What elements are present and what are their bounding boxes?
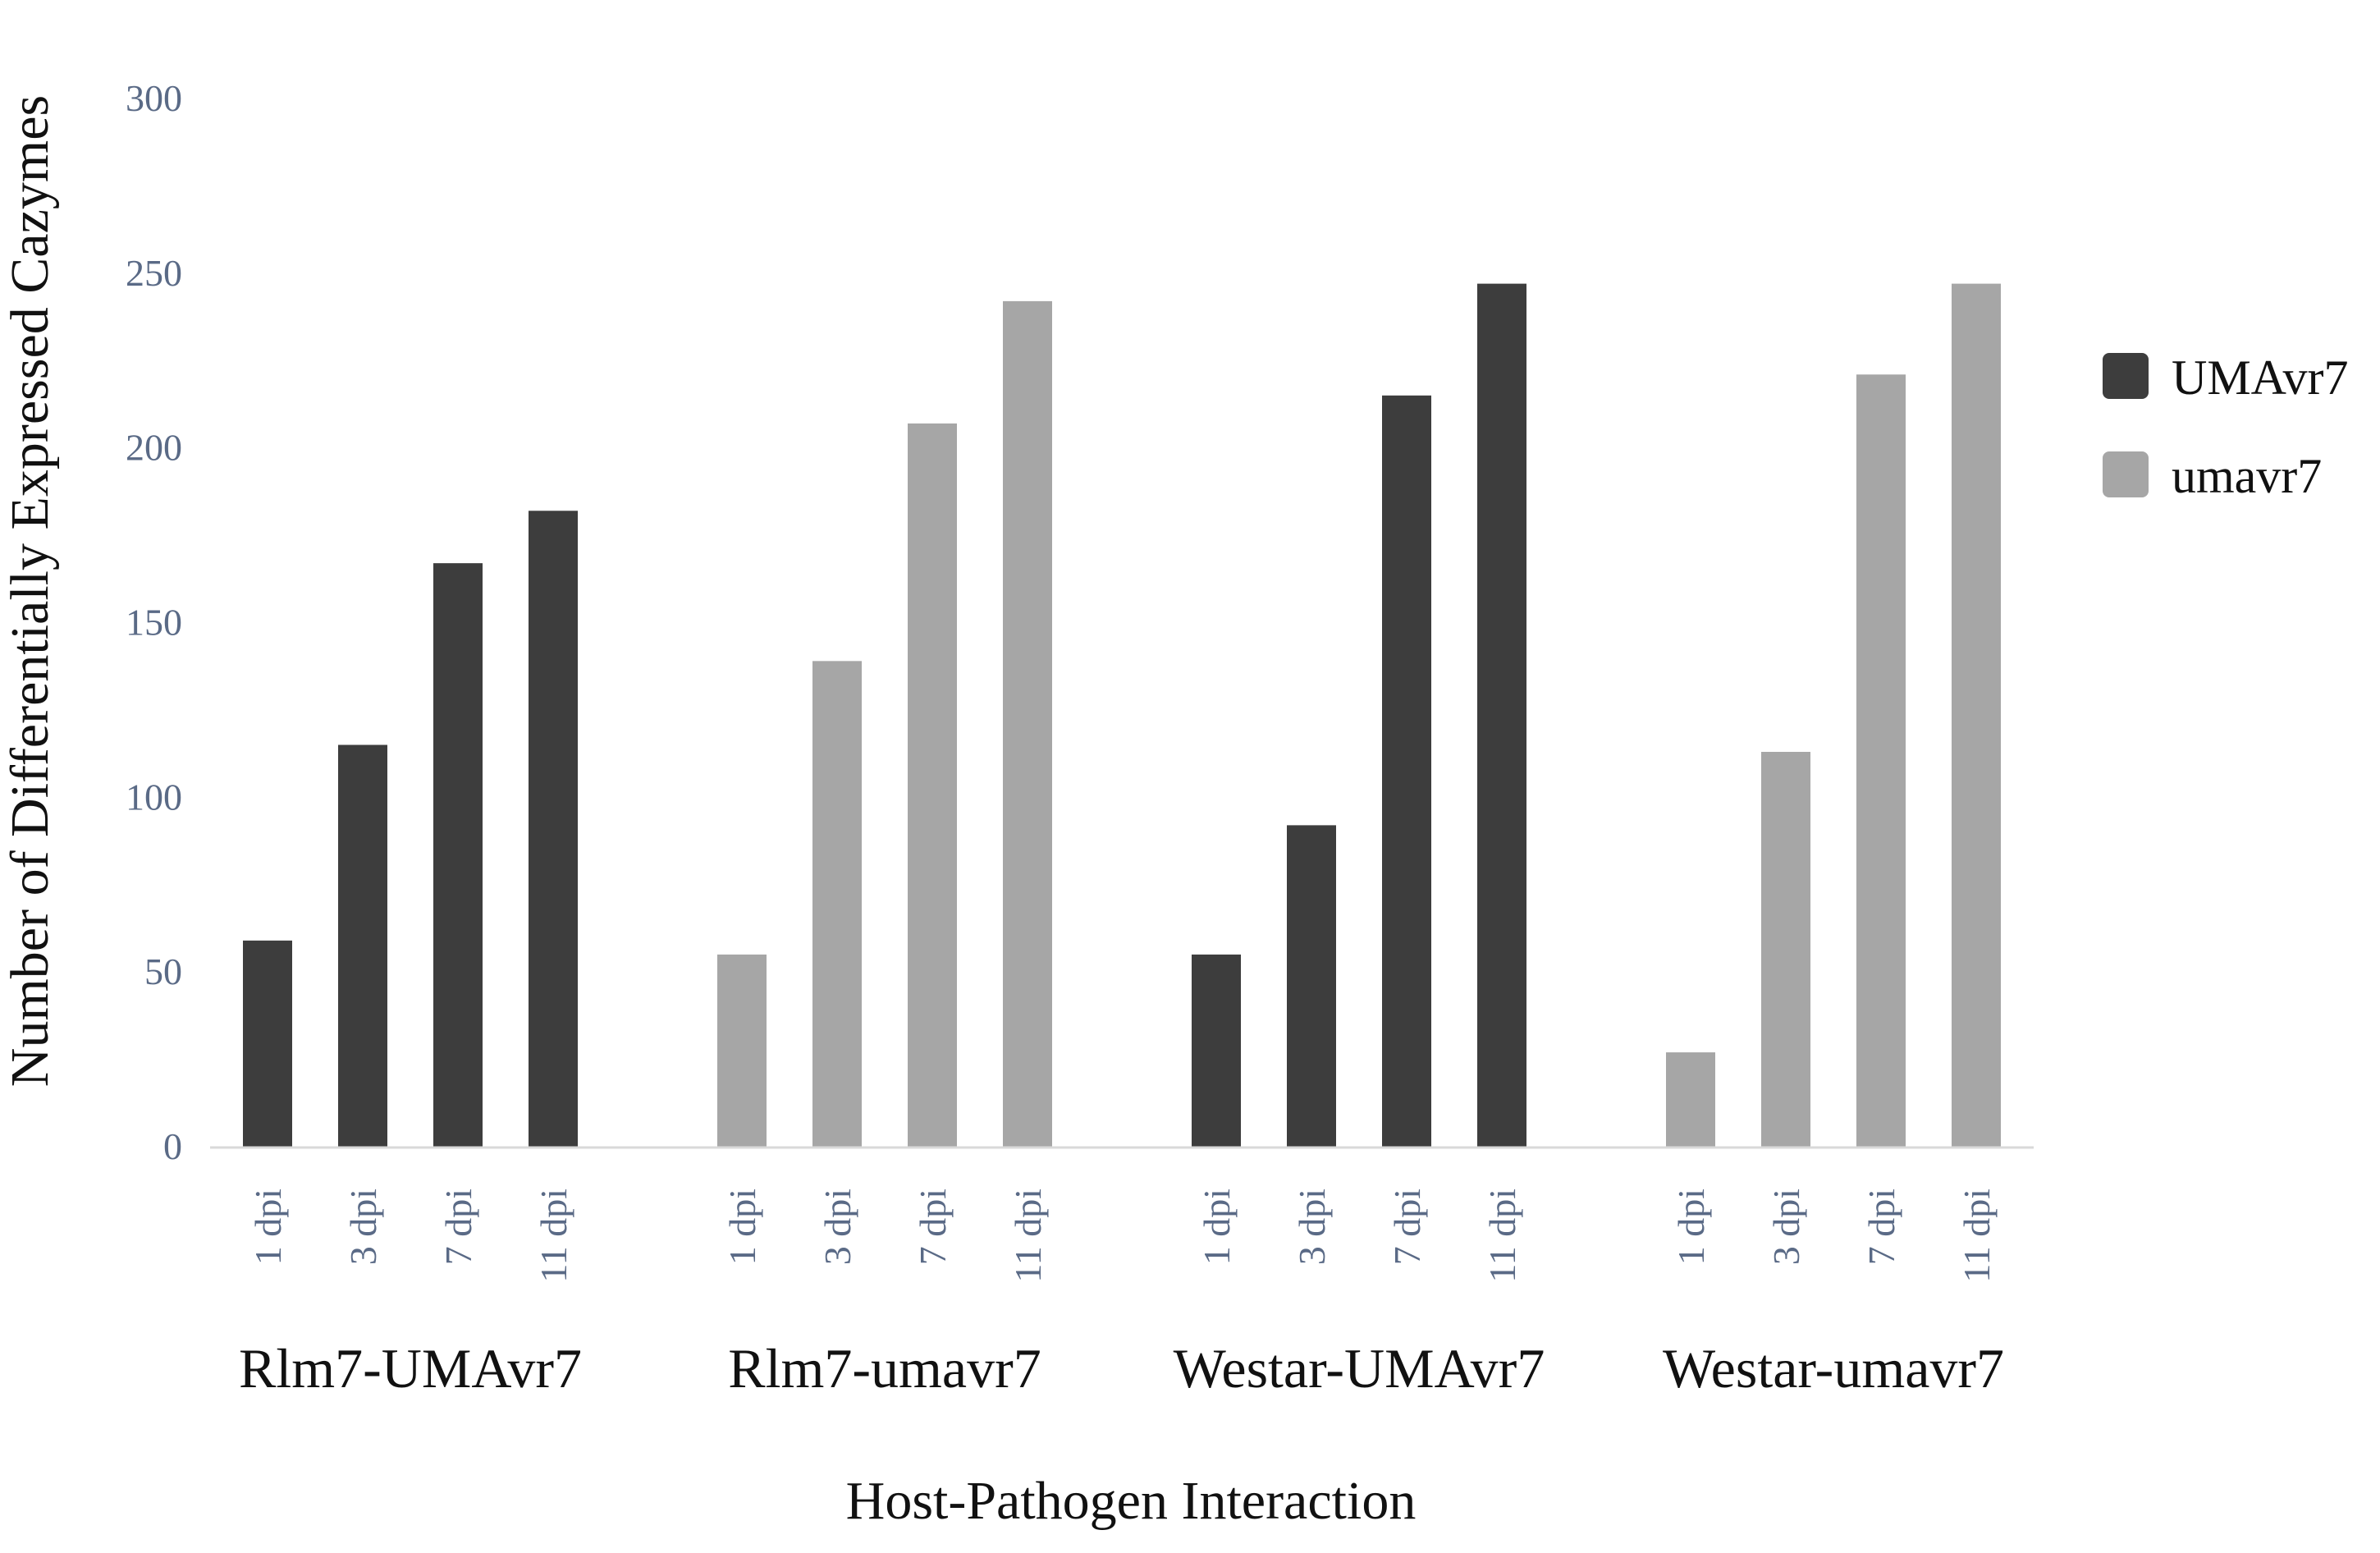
legend-swatch	[2103, 353, 2149, 399]
x-tick-label: 7 dpi	[912, 1189, 954, 1265]
bar	[1666, 1052, 1715, 1147]
y-tick-label: 0	[163, 1125, 182, 1167]
x-tick-label: 3 dpi	[1291, 1189, 1333, 1265]
x-tick-label: 11 dpi	[1007, 1189, 1049, 1283]
x-axis-title: Host-Pathogen Interaction	[846, 1471, 1417, 1531]
bar	[1477, 283, 1526, 1148]
x-tick-label: 1 dpi	[1670, 1189, 1712, 1265]
y-tick-label: 200	[126, 427, 182, 469]
bar	[908, 423, 957, 1147]
bar	[433, 563, 483, 1147]
x-tick-label: 3 dpi	[342, 1189, 384, 1265]
group-label: Westar-UMAvr7	[1174, 1337, 1545, 1400]
x-tick-label: 11 dpi	[1956, 1189, 1998, 1283]
legend-label: umavr7	[2172, 449, 2322, 503]
bars	[243, 283, 2001, 1148]
legend-label: UMAvr7	[2172, 350, 2349, 405]
bar	[1761, 751, 1810, 1147]
x-axis-ticks: 1 dpi 3 dpi 7 dpi 11 dpi 1 dpi 3 dpi 7 dpi 11 d…	[247, 1189, 1998, 1283]
bar	[1287, 825, 1336, 1147]
x-tick-label: 3 dpi	[1765, 1189, 1807, 1265]
y-tick-label: 150	[126, 602, 182, 644]
group-label: Rlm7-umavr7	[728, 1337, 1041, 1400]
bar	[1952, 283, 2001, 1148]
legend: UMAvr7 umavr7	[2103, 350, 2349, 503]
y-tick-label: 250	[126, 252, 182, 294]
y-tick-label: 300	[126, 77, 182, 119]
bar	[1192, 954, 1241, 1147]
group-labels: Rlm7-UMAvr7 Rlm7-umavr7 Westar-UMAvr7 Westa…	[239, 1337, 2004, 1400]
y-tick-label: 50	[144, 951, 182, 992]
group-label: Westar-umavr7	[1663, 1337, 2004, 1400]
x-tick-label: 1 dpi	[1196, 1189, 1238, 1265]
x-tick-label: 1 dpi	[247, 1189, 289, 1265]
x-tick-label: 7 dpi	[1861, 1189, 1902, 1265]
bar	[529, 511, 578, 1147]
x-tick-label: 1 dpi	[721, 1189, 763, 1265]
x-tick-label: 7 dpi	[1386, 1189, 1428, 1265]
group-label: Rlm7-UMAvr7	[239, 1337, 582, 1400]
bar	[1856, 374, 1906, 1147]
x-tick-label: 7 dpi	[437, 1189, 479, 1265]
x-tick-label: 11 dpi	[1481, 1189, 1523, 1283]
x-tick-label: 11 dpi	[533, 1189, 574, 1283]
bar	[812, 661, 862, 1147]
y-axis-title: Number of Differentially Expressed Cazym…	[0, 95, 60, 1087]
bar	[1382, 395, 1431, 1148]
bar	[338, 744, 387, 1147]
bar	[1003, 300, 1052, 1147]
y-tick-label: 100	[126, 776, 182, 818]
legend-swatch	[2103, 451, 2149, 497]
bar	[243, 940, 292, 1147]
y-axis-ticks: 0 50 100 150 200 250 300	[126, 77, 182, 1167]
x-tick-label: 3 dpi	[817, 1189, 858, 1265]
bar	[717, 954, 767, 1147]
